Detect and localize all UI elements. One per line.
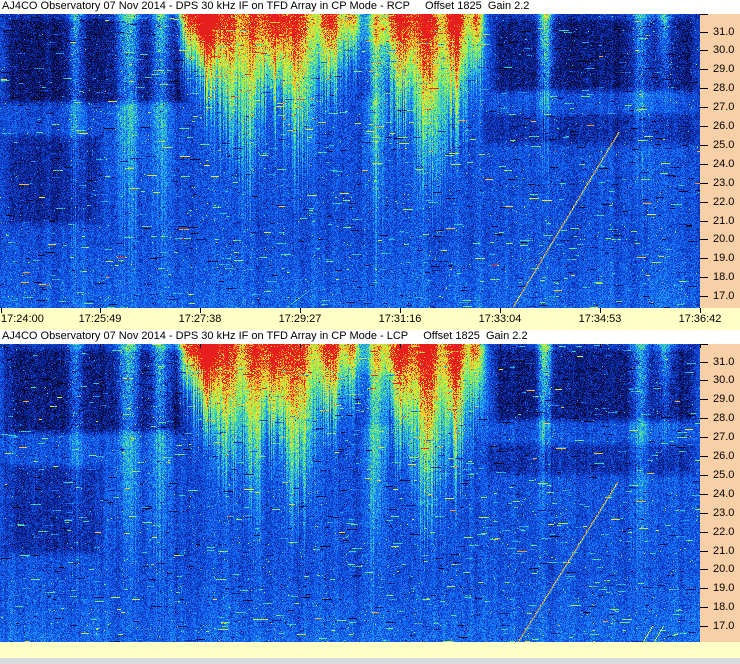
freq-axis-top-tick bbox=[700, 344, 708, 345]
time-label: 17:33:04 bbox=[478, 313, 522, 325]
freq-label: 22.0 bbox=[713, 526, 735, 538]
freq-tick bbox=[700, 202, 708, 203]
freq-tick bbox=[700, 532, 708, 533]
freq-tick bbox=[700, 50, 708, 51]
lcp-top-time-tick bbox=[300, 344, 301, 348]
freq-tick bbox=[700, 588, 708, 589]
freq-tick bbox=[700, 362, 708, 363]
freq-label: 31.0 bbox=[713, 26, 735, 38]
freq-tick bbox=[700, 569, 708, 570]
time-tick bbox=[200, 308, 201, 313]
freq-label: 21.0 bbox=[713, 215, 735, 227]
freq-tick bbox=[700, 626, 708, 627]
freq-tick bbox=[700, 551, 708, 552]
freq-label: 17.0 bbox=[713, 290, 735, 302]
time-label: 17:34:53 bbox=[578, 313, 622, 325]
freq-tick bbox=[700, 239, 708, 240]
freq-label: 31.0 bbox=[713, 356, 735, 368]
spectrogram-canvas-lcp bbox=[0, 344, 700, 642]
freq-label: 30.0 bbox=[713, 44, 735, 56]
freq-axis-top-tick bbox=[700, 14, 708, 15]
freq-tick bbox=[700, 126, 708, 127]
lcp-top-time-tick bbox=[600, 344, 601, 348]
freq-tick bbox=[700, 107, 708, 108]
time-axis: 17:24:00 17:25:49 17:27:38 17:29:27 17:31:16… bbox=[0, 308, 740, 330]
freq-tick bbox=[700, 437, 708, 438]
freq-label: 24.0 bbox=[713, 488, 735, 500]
lcp-top-time-tick bbox=[400, 344, 401, 348]
freq-label: 29.0 bbox=[713, 63, 735, 75]
frequency-axis-rcp: 31.0 30.0 29.0 28.0 27.0 26.0 25.0 24.0 23.0 22.0… bbox=[700, 14, 740, 308]
freq-label: 21.0 bbox=[713, 545, 735, 557]
freq-label: 25.0 bbox=[713, 469, 735, 481]
time-tick bbox=[100, 308, 101, 313]
time-tick bbox=[400, 308, 401, 313]
freq-label: 19.0 bbox=[713, 582, 735, 594]
freq-tick bbox=[700, 69, 708, 70]
freq-label: 26.0 bbox=[713, 120, 735, 132]
freq-tick bbox=[700, 418, 708, 419]
freq-label: 19.0 bbox=[713, 252, 735, 264]
freq-tick bbox=[700, 456, 708, 457]
freq-label: 23.0 bbox=[713, 507, 735, 519]
freq-tick bbox=[700, 513, 708, 514]
freq-tick bbox=[700, 380, 708, 381]
freq-label: 28.0 bbox=[713, 412, 735, 424]
freq-tick bbox=[700, 145, 708, 146]
time-axis-lcp-cropped bbox=[0, 642, 740, 658]
panel-title-lcp: AJ4CO Observatory 07 Nov 2014 - DPS 30 k… bbox=[0, 330, 740, 344]
freq-tick bbox=[700, 88, 708, 89]
freq-label: 23.0 bbox=[713, 177, 735, 189]
time-tick bbox=[500, 308, 501, 313]
lcp-top-time-tick bbox=[500, 344, 501, 348]
panel-title-rcp: AJ4CO Observatory 07 Nov 2014 - DPS 30 k… bbox=[0, 0, 740, 14]
freq-label: 24.0 bbox=[713, 158, 735, 170]
freq-label: 26.0 bbox=[713, 450, 735, 462]
freq-tick bbox=[700, 494, 708, 495]
freq-label: 28.0 bbox=[713, 82, 735, 94]
freq-tick bbox=[700, 183, 708, 184]
time-label: 17:29:27 bbox=[278, 313, 322, 325]
freq-label: 27.0 bbox=[713, 431, 735, 443]
freq-label: 29.0 bbox=[713, 393, 735, 405]
time-tick bbox=[1, 308, 2, 313]
spectrogram-canvas-rcp bbox=[0, 14, 700, 308]
freq-tick bbox=[700, 399, 708, 400]
freq-tick bbox=[700, 277, 708, 278]
freq-tick bbox=[700, 258, 708, 259]
lcp-top-time-tick bbox=[200, 344, 201, 348]
lcp-top-time-tick bbox=[700, 344, 701, 348]
freq-label: 22.0 bbox=[713, 196, 735, 208]
time-tick bbox=[300, 308, 301, 313]
freq-tick bbox=[700, 296, 708, 297]
freq-tick bbox=[700, 32, 708, 33]
lcp-top-time-tick bbox=[100, 344, 101, 348]
freq-label: 27.0 bbox=[713, 101, 735, 113]
freq-tick bbox=[700, 221, 708, 222]
freq-tick bbox=[700, 475, 708, 476]
freq-label: 17.0 bbox=[713, 620, 735, 632]
window-bottom-strip bbox=[0, 658, 740, 664]
freq-tick bbox=[700, 607, 708, 608]
time-label: 17:36:42 bbox=[678, 313, 722, 325]
time-label: 17:25:49 bbox=[78, 313, 122, 325]
time-label: 17:24:00 bbox=[1, 313, 44, 325]
time-label: 17:31:16 bbox=[378, 313, 422, 325]
freq-label: 20.0 bbox=[713, 563, 735, 575]
time-label: 17:27:38 bbox=[178, 313, 222, 325]
freq-label: 25.0 bbox=[713, 139, 735, 151]
time-tick bbox=[700, 308, 701, 313]
time-tick bbox=[600, 308, 601, 313]
freq-label: 18.0 bbox=[713, 271, 735, 283]
frequency-axis-lcp: 31.0 30.0 29.0 28.0 27.0 26.0 25.0 24.0 23.0 22.0… bbox=[700, 344, 740, 642]
freq-label: 30.0 bbox=[713, 374, 735, 386]
freq-label: 18.0 bbox=[713, 601, 735, 613]
freq-label: 20.0 bbox=[713, 233, 735, 245]
freq-tick bbox=[700, 164, 708, 165]
